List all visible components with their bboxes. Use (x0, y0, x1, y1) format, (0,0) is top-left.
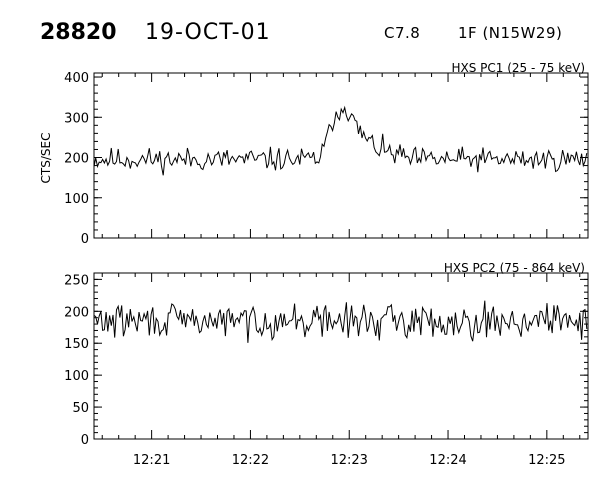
xtick-label: 12:22 (232, 453, 269, 468)
panel-pc1-ticks (94, 73, 588, 239)
panel-pc1-frame (93, 72, 589, 239)
panel-pc1-ylabel: CTS/SEC (39, 133, 53, 184)
ytick-label: 0 (81, 232, 89, 247)
ytick-label: 150 (64, 337, 89, 352)
ytick-label: 200 (64, 152, 89, 167)
panel-pc1-tick-labels: 0 100 200 300 400 (64, 71, 89, 247)
goes-class: C7.8 (384, 24, 420, 42)
ytick-label: 100 (64, 369, 89, 384)
event-date: 19-OCT-01 (145, 20, 271, 45)
ytick-label: 400 (64, 71, 89, 86)
xtick-label: 12:25 (528, 453, 565, 468)
panel-pc2-tick-labels: 0 50 100 150 200 250 12:21 12:22 12:23 12:24 12:25 (64, 273, 565, 468)
ytick-label: 50 (72, 401, 89, 416)
panel-pc2-ticks (94, 272, 588, 440)
panel-pc1: HXS PC1 (25 - 75 keV) CTS/SEC 0 100 200 300… (39, 61, 589, 247)
ytick-label: 100 (64, 192, 89, 207)
xtick-label: 12:24 (429, 453, 466, 468)
panel-pc1-series-line (93, 105, 588, 176)
ytick-label: 200 (64, 305, 89, 320)
panel-pc2: HXS PC2 (75 - 864 keV) 0 50 100 150 200 250 12… (64, 261, 589, 468)
xtick-label: 12:21 (133, 453, 170, 468)
xtick-label: 12:23 (330, 453, 367, 468)
panel-pc2-series-line (93, 300, 588, 343)
panel-pc1-title: HXS PC1 (25 - 75 keV) (451, 61, 585, 75)
ytick-label: 0 (81, 433, 89, 448)
panel-pc2-title: HXS PC2 (75 - 864 keV) (444, 261, 585, 275)
ytick-label: 250 (64, 273, 89, 288)
event-number: 28820 (40, 20, 117, 45)
ytick-label: 300 (64, 111, 89, 126)
optical-class: 1F (N15W29) (458, 24, 562, 42)
